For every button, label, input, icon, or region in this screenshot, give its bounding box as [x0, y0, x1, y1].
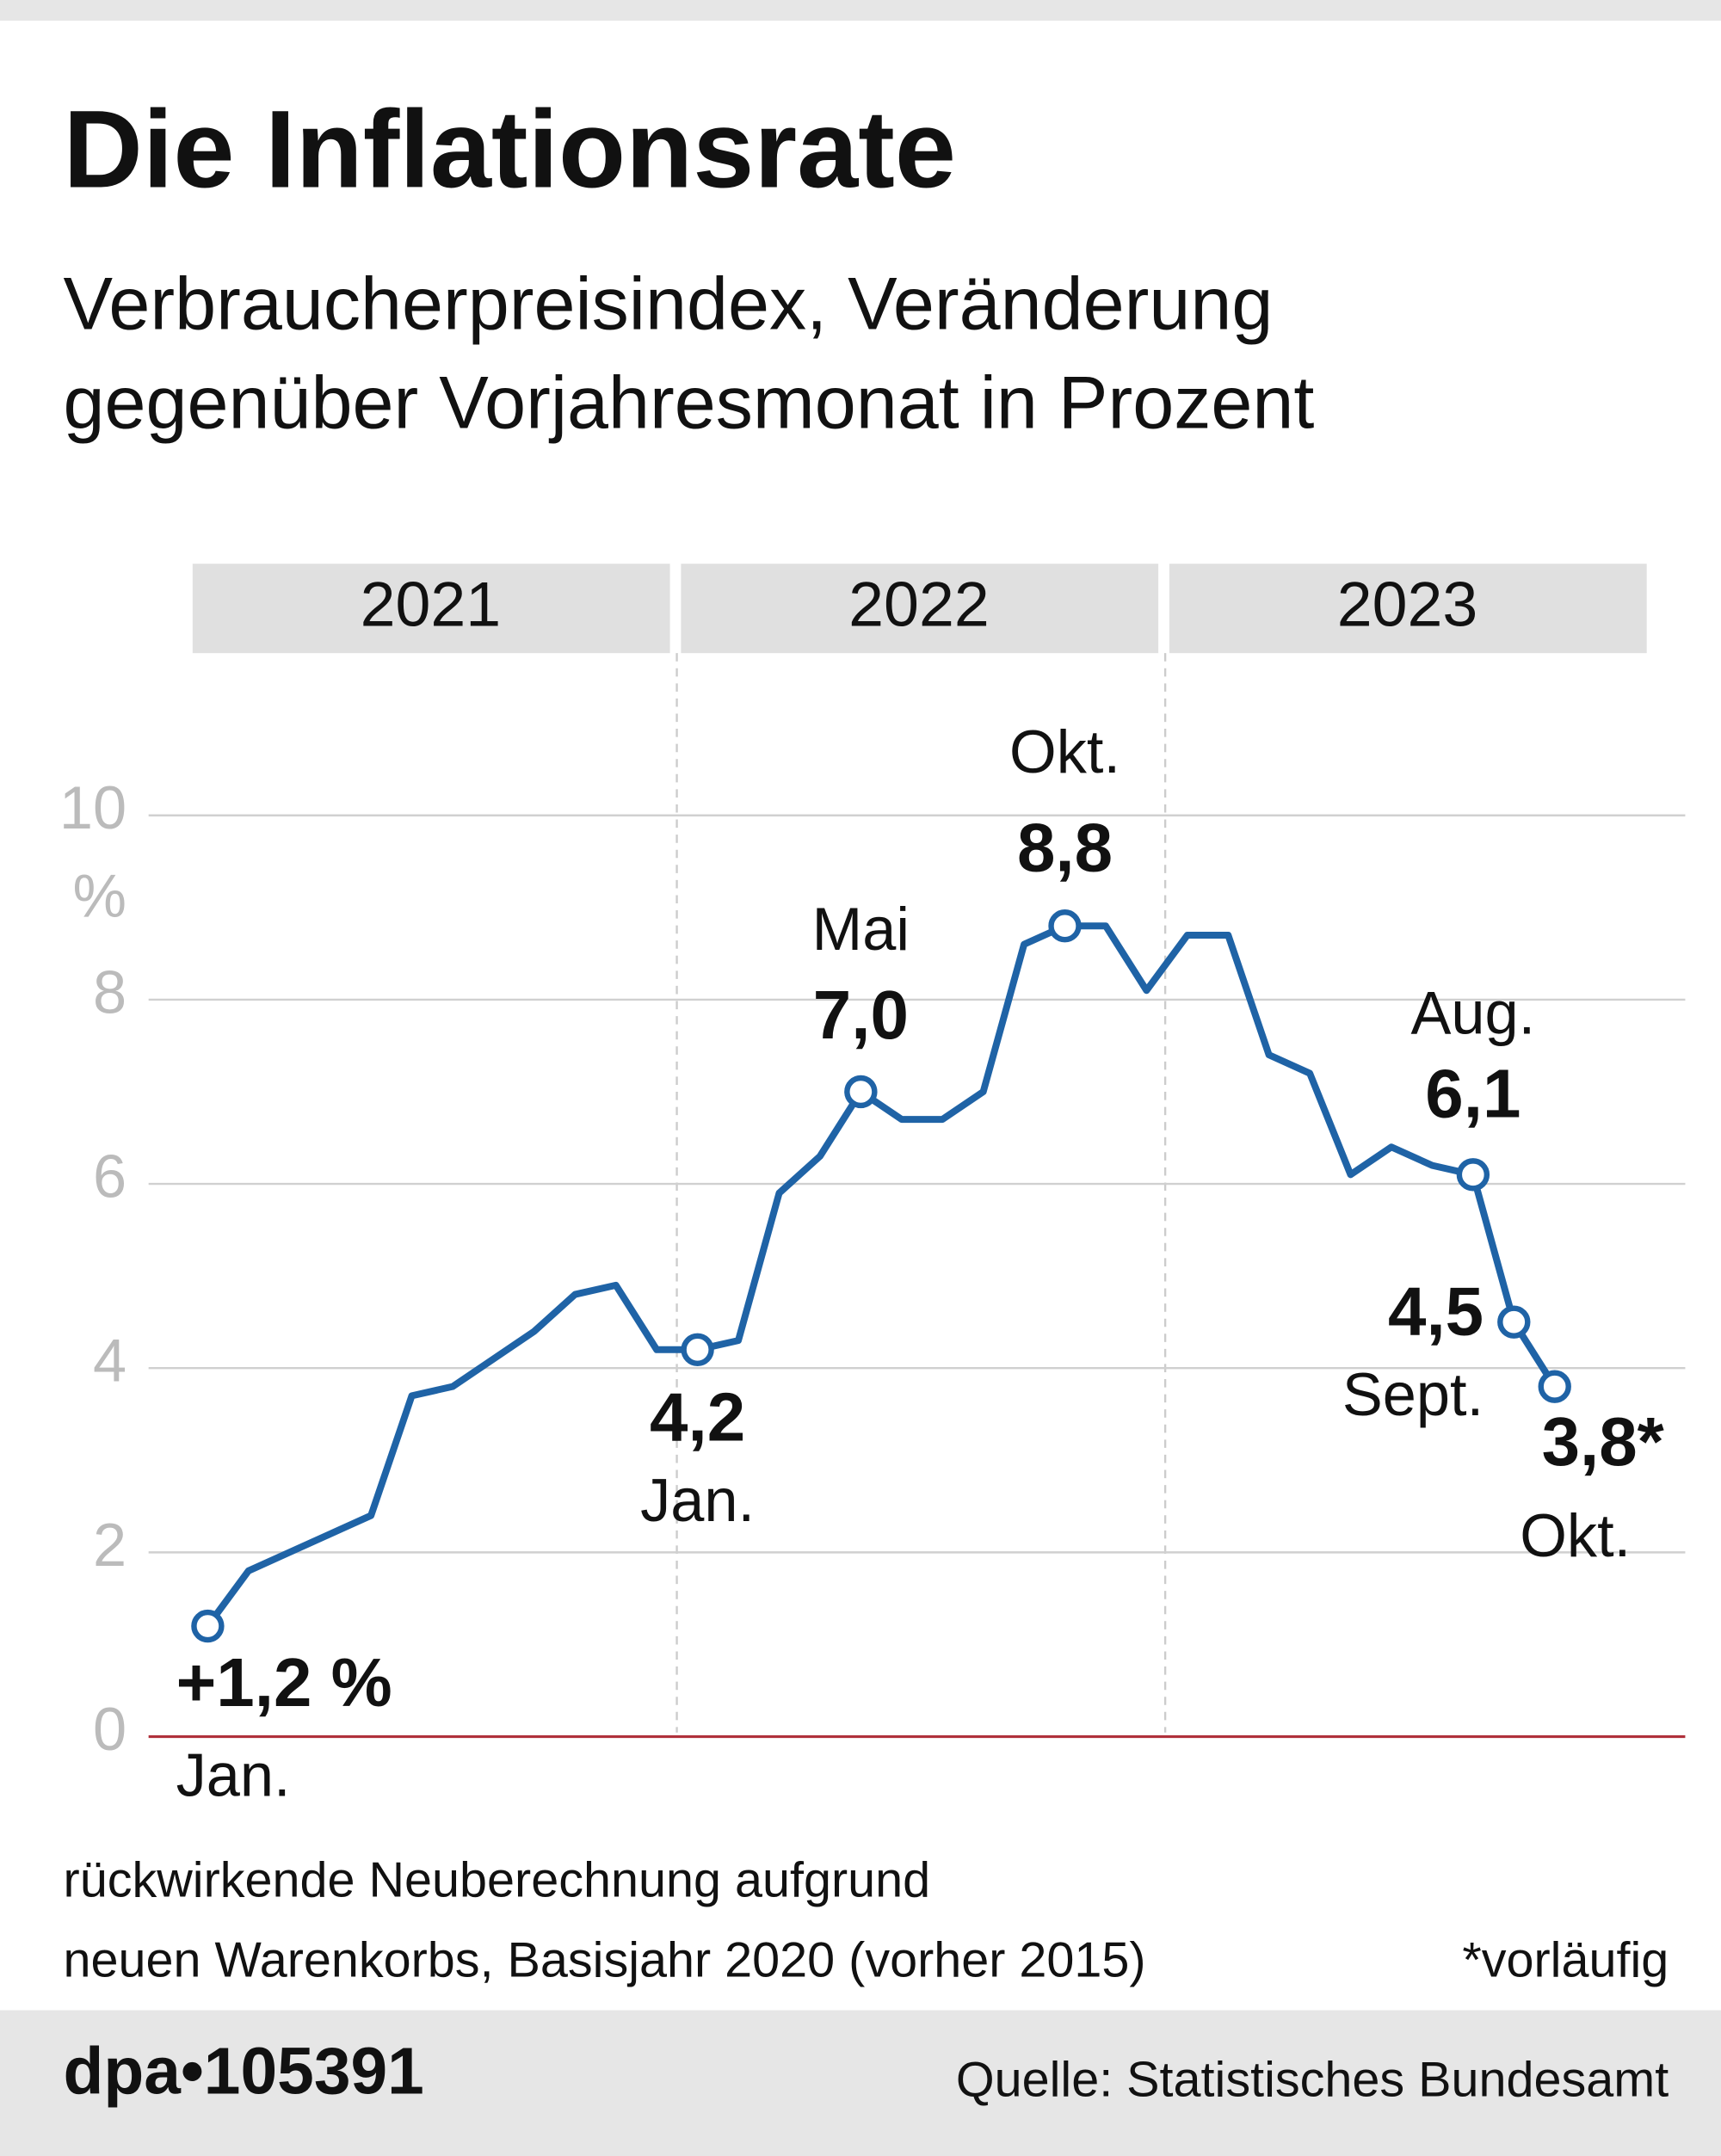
note: *vorläufig	[1462, 1932, 1669, 1987]
month-label: Jan.	[640, 1466, 755, 1534]
y-tick-label: 8	[93, 958, 126, 1026]
point-marker	[844, 1075, 878, 1109]
y-tick-label: 6	[93, 1142, 126, 1210]
month-label: Mai	[812, 895, 910, 963]
value-label: +1,2 %	[176, 1644, 392, 1721]
footnote: neuen Warenkorbs, Basisjahr 2020 (vorher…	[64, 1932, 1146, 1987]
month-label: Okt.	[1009, 718, 1120, 785]
top-bar	[0, 0, 1721, 21]
year-band	[681, 564, 1159, 654]
y-tick-label: 2	[93, 1511, 126, 1579]
plot: 2021 2022 2023 0 2 4 6 8 10% +1,2 % Jan. 4,2 Jan. 7,0…	[59, 564, 1686, 1809]
value-label: 3,8*	[1542, 1403, 1665, 1480]
bottom-bar	[0, 2010, 1721, 2156]
value-label: 6,1	[1425, 1056, 1521, 1132]
subtitle: Verbraucherpreisindex, Veränderung	[64, 262, 1274, 345]
value-label: 7,0	[813, 976, 909, 1053]
year-label: 2023	[1337, 568, 1478, 639]
year-label: 2022	[848, 568, 990, 639]
point-marker	[1048, 909, 1082, 943]
point-marker	[681, 1333, 714, 1366]
point-marker	[1497, 1305, 1531, 1339]
value-label: 4,5	[1388, 1272, 1484, 1349]
chart-title: Die Inflationsrate	[64, 89, 956, 212]
source: Quelle: Statistisches Bundesamt	[956, 2053, 1669, 2108]
y-tick-label: 0	[93, 1695, 126, 1763]
line	[205, 922, 1558, 1629]
month-label: Jan.	[176, 1741, 291, 1809]
subtitle: gegenüber Vorjahresmonat in Prozent	[64, 361, 1315, 444]
month-label: Okt.	[1520, 1501, 1631, 1569]
year-band	[1169, 564, 1647, 654]
point-marker	[1456, 1158, 1490, 1192]
y-tick-label: 10	[59, 773, 126, 841]
month-label: Sept.	[1342, 1360, 1484, 1428]
point-marker	[1538, 1370, 1571, 1403]
year-band	[192, 564, 670, 654]
year-label: 2021	[361, 568, 502, 639]
graphic-id: dpa•105391	[64, 2036, 424, 2109]
y-tick-label: 4	[93, 1327, 126, 1395]
y-unit: %	[73, 861, 127, 929]
footnote: rückwirkende Neuberechnung aufgrund	[64, 1853, 931, 1908]
value-label: 4,2	[650, 1379, 745, 1456]
value-label: 8,8	[1017, 810, 1113, 886]
point-marker	[191, 1609, 225, 1643]
month-label: Aug.	[1411, 979, 1536, 1047]
